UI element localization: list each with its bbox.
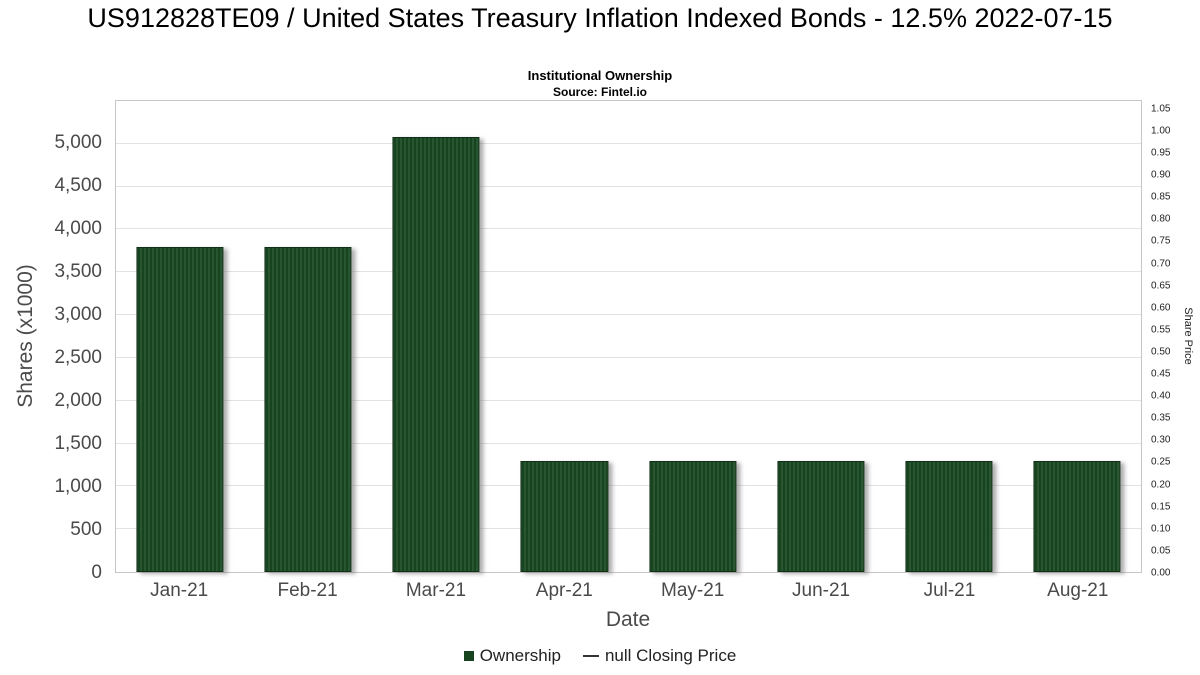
y2-tick-label: 1.00 [1151,125,1171,137]
y-tick-label: 1,500 [54,433,102,454]
x-tick-label-Feb-21: Feb-21 [277,580,338,601]
x-tick-label-Mar-21: Mar-21 [405,580,467,601]
chart-source: Source: Fintel.io [552,85,647,99]
y2-tick-label: 0.50 [1151,346,1171,358]
legend-label: null Closing Price [604,646,737,665]
gridline [116,356,1141,358]
x-tick-label-Jan-21: Jan-21 [150,580,209,601]
y2-tick-label: 0.05 [1151,545,1171,557]
y2-tick-label: 0.70 [1151,258,1171,270]
chart-title: US912828TE09 / United States Treasury In… [87,3,1113,33]
gridline [116,314,1141,316]
y-tick-label: 3,000 [54,304,102,325]
gridline [116,185,1141,187]
x-tick-label-Apr-21: Apr-21 [535,580,593,601]
bar-Jan-21 [136,246,224,572]
y-tick-label: 2,000 [54,390,102,411]
y-tick-label: 5,000 [54,132,102,153]
y-axis-tick-labels: 0 500 1,000 1,500 2,000 2,500 3,000 3,500 4,000 4… [0,100,108,583]
plot-area [115,100,1142,573]
y2-tick-label: 0.35 [1151,412,1171,424]
legend-closing-price-line-icon [582,655,599,657]
y2-tick-label: 0.25 [1151,456,1171,468]
legend: Ownership null Closing Price [0,646,1200,666]
bar-Mar-21 [392,136,480,572]
gridline [116,142,1141,144]
y2-tick-label: 0.90 [1151,169,1171,181]
y-tick-label: 2,500 [54,347,102,368]
x-tick-label-May-21: May-21 [661,580,725,601]
y2-tick-label: 0.40 [1151,390,1171,402]
x-axis-tick-labels: Jan-21 Feb-21 Mar-21 Apr-21 May-21 Jun-21 Jul-… [115,580,1142,606]
legend-label: Ownership [479,646,561,665]
y-tick-label: 4,000 [54,218,102,239]
y2-tick-label: 0.95 [1151,147,1171,159]
y2-tick-label: 0.75 [1151,235,1171,247]
y-tick-label: 4,500 [54,175,102,196]
y2-tick-label: 1.05 [1151,103,1171,115]
y2-tick-label: 0.85 [1151,191,1171,203]
y-tick-label: 3,500 [54,261,102,282]
x-tick-label-Jul-21: Jul-21 [923,580,976,601]
legend-ownership-swatch-icon [463,651,474,661]
bar-Jul-21 [905,460,993,572]
y2-tick-label: 0.80 [1151,213,1171,225]
gridline [116,399,1141,401]
x-tick-label-Jun-21: Jun-21 [792,580,851,601]
y2-axis-tick-labels: 0.00 0.05 0.10 0.15 0.20 0.25 0.30 0.35 0.40 0.45… [1147,100,1197,578]
y-tick-label: 0 [91,562,102,583]
y-tick-label: 1,000 [54,476,102,497]
gridline [116,485,1141,487]
y2-tick-label: 0.30 [1151,434,1171,446]
bar-Feb-21 [264,246,352,572]
bar-May-21 [649,460,737,572]
gridline [116,528,1141,530]
gridline [116,271,1141,273]
y2-tick-label: 0.55 [1151,324,1171,336]
x-axis-title: Date [605,608,651,631]
y2-tick-label: 0.10 [1151,523,1171,535]
bar-Aug-21 [1033,460,1121,572]
x-tick-label-Aug-21: Aug-21 [1047,580,1109,601]
gridline [116,228,1141,230]
bar-Apr-21 [520,460,608,572]
y2-tick-label: 0.45 [1151,368,1171,380]
y2-tick-label: 0.00 [1151,567,1171,579]
y2-tick-label: 0.65 [1151,280,1171,292]
bar-Jun-21 [777,460,865,572]
gridline [116,442,1141,444]
y2-tick-label: 0.15 [1151,501,1171,513]
y-tick-label: 500 [70,519,102,540]
y2-tick-label: 0.60 [1151,302,1171,314]
chart-subtitle: Institutional Ownership [527,68,673,83]
y2-tick-label: 0.20 [1151,479,1171,491]
